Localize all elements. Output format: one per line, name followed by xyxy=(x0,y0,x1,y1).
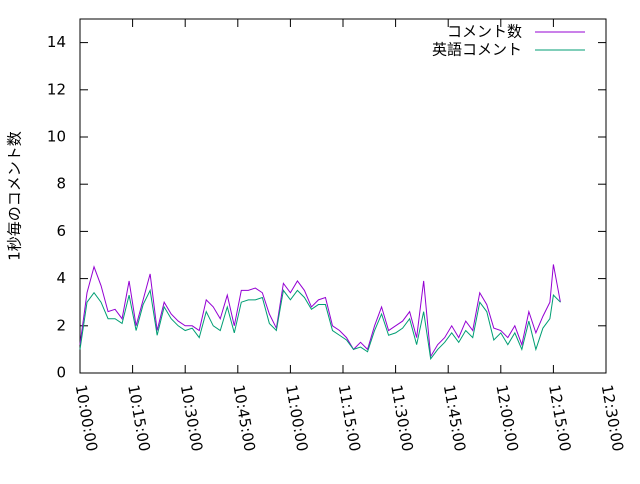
x-tick-label: 11:45:00 xyxy=(440,383,469,452)
series-line xyxy=(79,264,561,359)
x-tick-label: 11:15:00 xyxy=(335,383,364,452)
series-line xyxy=(79,288,561,361)
y-tick-label: 6 xyxy=(56,222,66,240)
y-tick-label: 14 xyxy=(47,33,66,51)
x-tick-label: 11:30:00 xyxy=(387,383,416,452)
x-tick-label: 10:15:00 xyxy=(124,383,153,452)
y-tick-label: 2 xyxy=(56,316,66,334)
x-tick-label: 11:00:00 xyxy=(282,383,311,452)
y-tick-label: 10 xyxy=(47,128,66,146)
legend-label: コメント数 xyxy=(447,23,522,41)
y-tick-label: 4 xyxy=(56,269,66,287)
x-tick-label: 12:30:00 xyxy=(598,383,627,452)
plot-border xyxy=(79,18,607,374)
y-tick-label: 0 xyxy=(56,364,66,382)
y-tick-label: 12 xyxy=(47,80,66,98)
x-tick-label: 12:00:00 xyxy=(492,383,521,452)
x-tick-label: 10:30:00 xyxy=(177,383,206,452)
x-tick-label: 10:00:00 xyxy=(72,383,101,452)
x-tick-label: 10:45:00 xyxy=(229,383,258,452)
y-tick-label: 8 xyxy=(56,175,66,193)
y-axis-label: 1秒毎のコメント数 xyxy=(6,131,24,261)
x-tick-label: 12:15:00 xyxy=(545,383,574,452)
legend-label: 英語コメント xyxy=(432,41,522,59)
